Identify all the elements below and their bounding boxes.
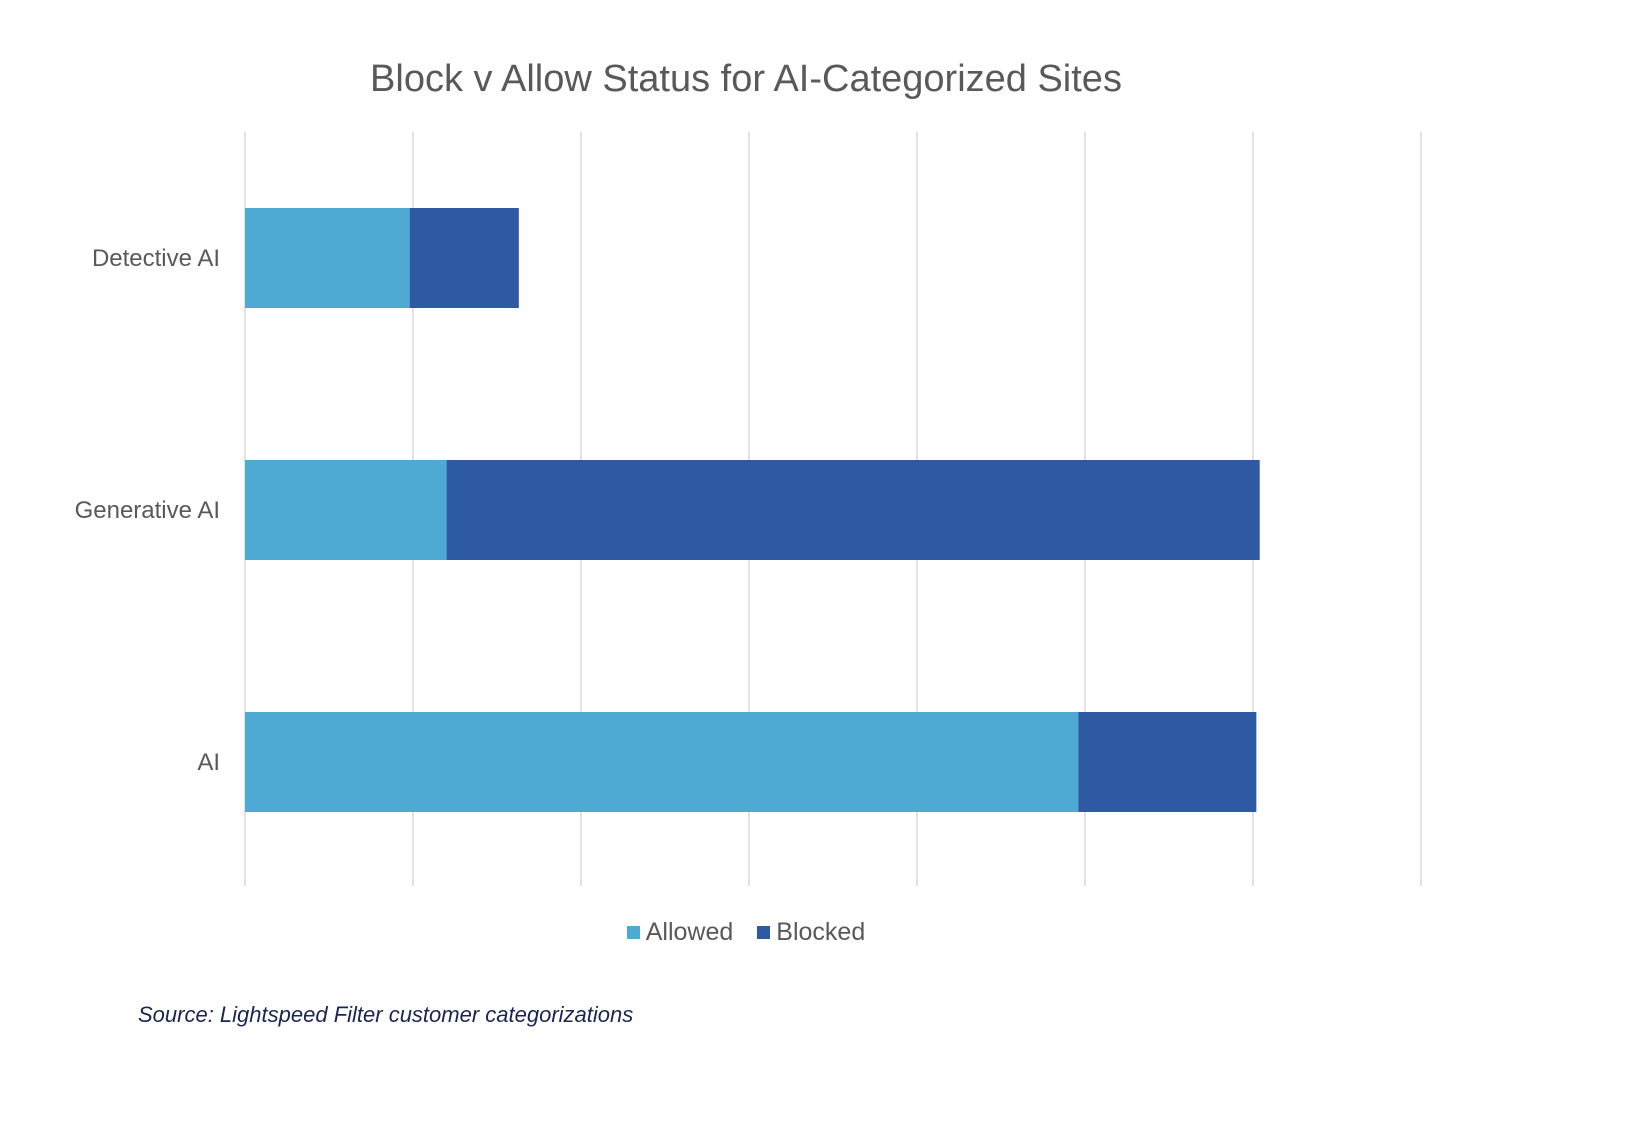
bar-allowed	[245, 712, 1079, 812]
category-label: AI	[197, 749, 220, 776]
category-label: Generative AI	[75, 497, 220, 524]
legend-label: Allowed	[645, 918, 734, 946]
legend-label: Blocked	[776, 918, 866, 946]
bar-blocked	[446, 460, 1260, 560]
source-note: Source: Lightspeed Filter customer categ…	[138, 1002, 634, 1027]
legend-swatch-allowed	[626, 926, 640, 939]
bar-blocked	[409, 208, 519, 308]
bar-blocked	[1078, 712, 1257, 812]
legend: Allowed Blocked	[0, 918, 1492, 947]
legend-swatch-blocked	[757, 926, 771, 939]
legend-item-blocked: Blocked	[757, 918, 865, 947]
bar-allowed	[245, 208, 410, 308]
legend-item-allowed: Allowed	[626, 918, 734, 947]
chart-title: Block v Allow Status for AI-Categorized …	[370, 58, 1122, 100]
bar-allowed	[245, 460, 447, 560]
category-label: Detective AI	[92, 245, 220, 272]
